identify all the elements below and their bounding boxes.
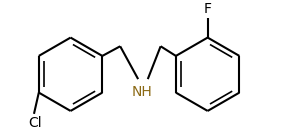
Text: NH: NH — [131, 85, 153, 99]
Text: F: F — [204, 2, 212, 16]
Text: Cl: Cl — [28, 116, 42, 130]
